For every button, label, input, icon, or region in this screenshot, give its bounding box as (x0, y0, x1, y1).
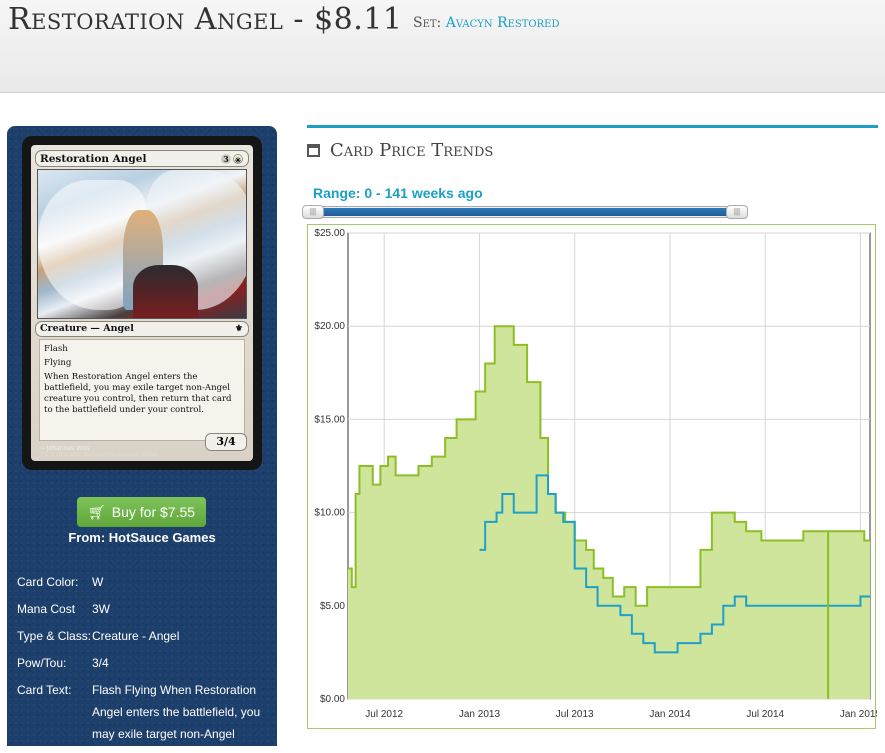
attribute-row: Type & Class: Creature - Angel (17, 629, 180, 643)
copyright: ™ & © 1993-2012 Wizards of the Coast LLC… (39, 453, 158, 458)
series-1-line (479, 474, 870, 654)
attribute-row: Card Color: W (17, 575, 104, 589)
ability-flying: Flying (44, 358, 72, 368)
x-tick-label: Jul 2013 (556, 709, 594, 720)
slider-handle-start[interactable]: ||| (302, 205, 324, 219)
y-tick-label: $0.00 (320, 694, 345, 705)
rules-text: When Restoration Angel enters the battle… (44, 372, 232, 415)
y-tick-label: $10.00 (314, 508, 345, 519)
illustrator: ⁓ Johannes Voss (39, 445, 90, 452)
x-tick-label: Jan 2014 (649, 709, 691, 720)
x-tick-label: Jul 2014 (746, 709, 784, 720)
seller-label: From: HotSauce Games (68, 530, 216, 545)
y-tick-label: $15.00 (314, 414, 345, 425)
calendar-icon (307, 144, 320, 157)
mana-generic-icon: 3 (221, 154, 231, 164)
section-divider (307, 125, 878, 128)
section-heading: Card Price Trends (307, 140, 878, 161)
y-tick-label: $25.00 (314, 228, 345, 239)
x-tick-label: Jan 2013 (459, 709, 501, 720)
attribute-row: Mana Cost 3W (17, 602, 110, 616)
card-rules-box: Flash Flying When Restoration Angel ente… (39, 339, 245, 441)
set-link[interactable]: Avacyn Restored (445, 15, 560, 31)
range-label: Range: 0 - 141 weeks ago (313, 185, 483, 201)
card-art (37, 169, 247, 319)
attribute-row: Card Text: Flash Flying When Restoration… (17, 683, 261, 741)
slider-handle-end[interactable]: ||| (726, 205, 748, 219)
page-title: Restoration Angel - $8.11 (8, 2, 403, 37)
y-tick-label: $20.00 (314, 321, 345, 332)
cart-icon: 🛒︎ (87, 503, 106, 520)
y-tick-label: $5.00 (320, 601, 345, 612)
set-info: Set: Avacyn Restored (413, 15, 559, 31)
series-0-area (348, 326, 870, 699)
card-image: Restoration Angel 3 ✳ Creature — Angel ⚜… (22, 136, 262, 470)
ability-flash: Flash (44, 344, 68, 354)
x-tick-label: Jul 2012 (365, 709, 403, 720)
price-trends-section: Card Price Trends (307, 125, 878, 161)
price-chart: $25.00 $20.00 $15.00 $10.00 $5.00 $0.00 Jul 20… (307, 224, 877, 729)
page-header: Restoration Angel - $8.11 Set: Avacyn Re… (0, 0, 885, 93)
set-symbol-icon: ⚜ (234, 324, 243, 334)
card-sidebar: Restoration Angel 3 ✳ Creature — Angel ⚜… (7, 126, 277, 746)
price-chart-svg: $25.00 $20.00 $15.00 $10.00 $5.00 $0.00 Jul 20… (314, 228, 877, 720)
card-attributes: Card Color: W Mana Cost 3W Type & Class:… (17, 574, 275, 753)
card-type-line: Creature — Angel ⚜ (35, 321, 249, 337)
mana-cost: 3 ✳ (221, 154, 243, 165)
card-name: Restoration Angel 3 ✳ (35, 150, 249, 167)
mana-white-icon: ✳ (233, 154, 243, 165)
power-toughness: 3/4 (205, 433, 247, 451)
range-slider[interactable]: ||| ||| (302, 205, 748, 219)
set-label: Set: (413, 15, 442, 31)
slider-range-fill (312, 208, 734, 216)
attribute-row: Pow/Tou: 3/4 (17, 656, 109, 670)
x-tick-label: Jan 2015 (840, 709, 877, 720)
buy-button[interactable]: 🛒︎ Buy for $7.55 (77, 497, 206, 527)
